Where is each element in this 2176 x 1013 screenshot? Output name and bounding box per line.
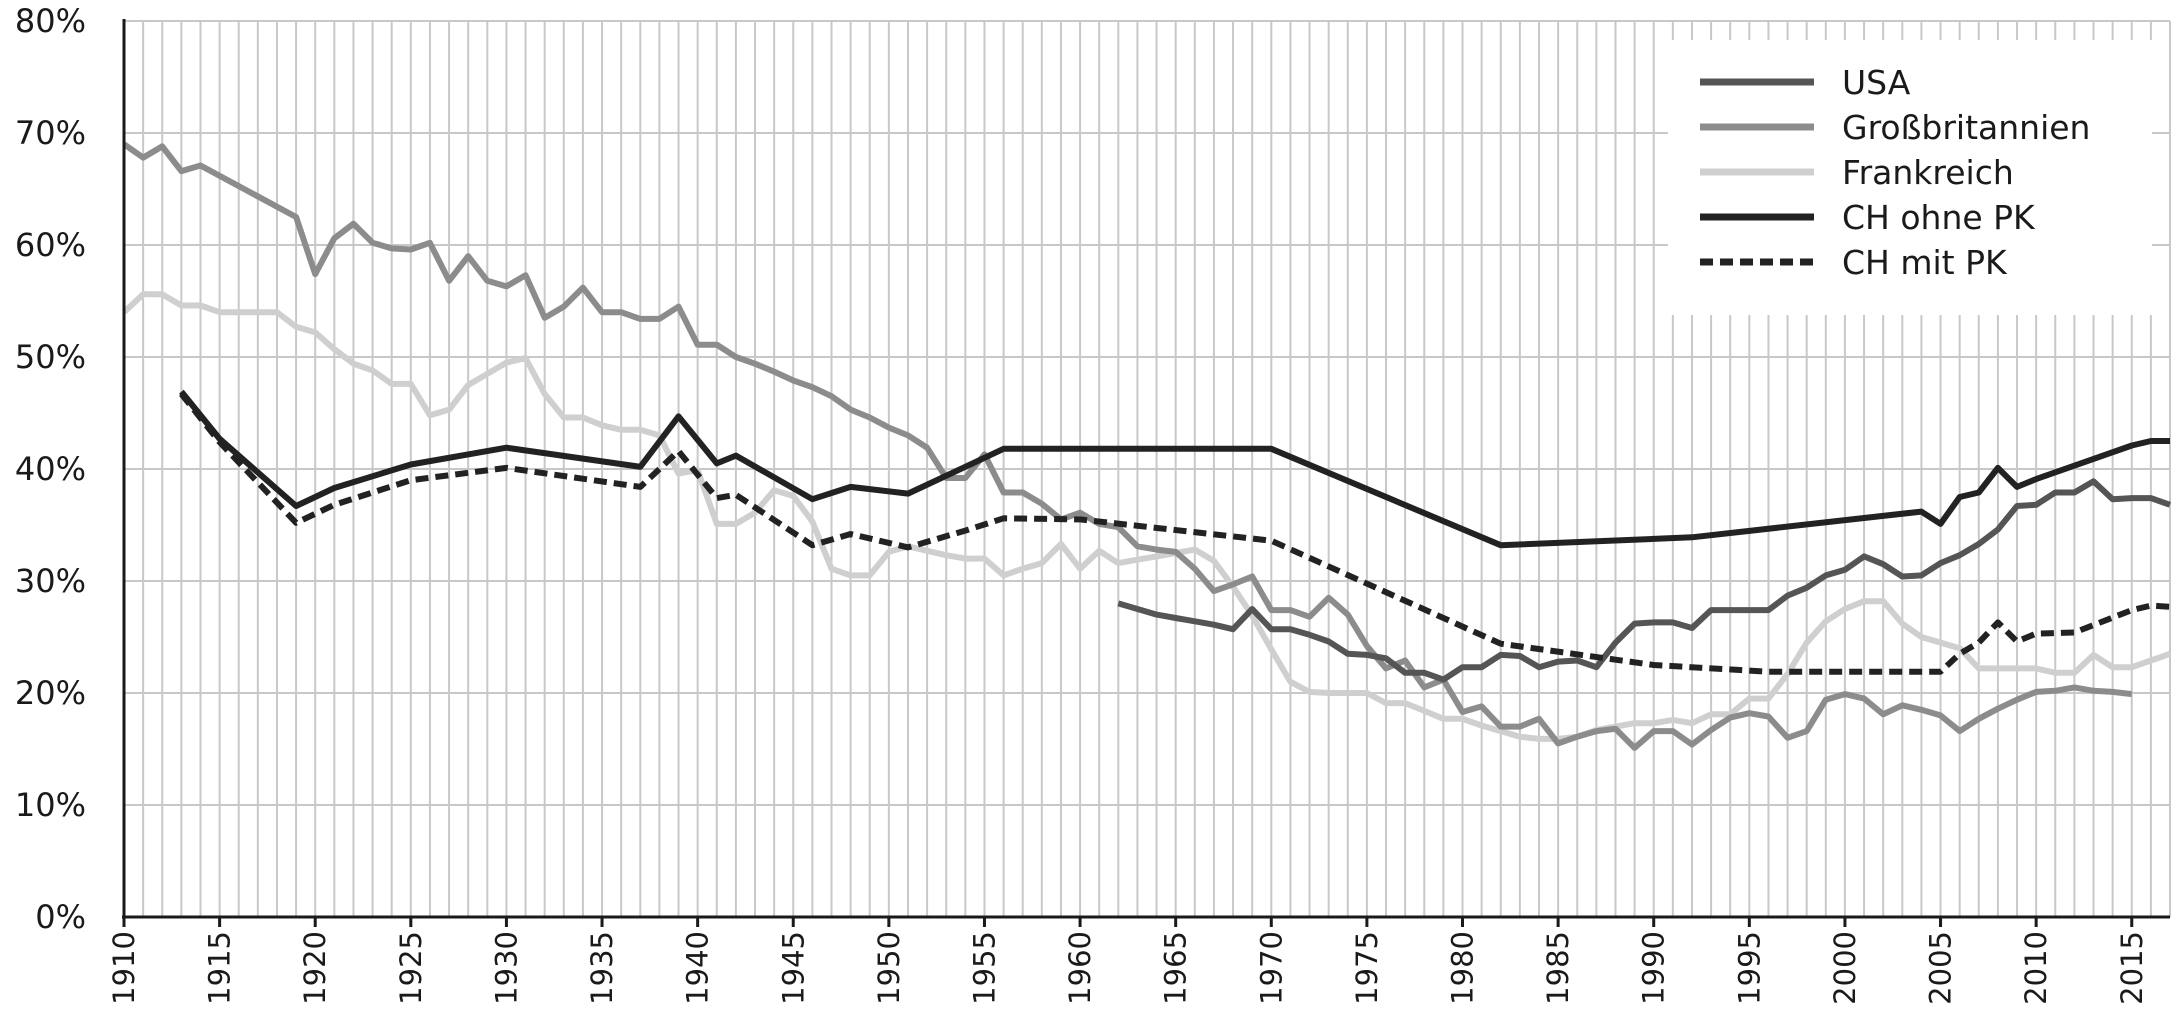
y-tick-label: 0%: [35, 898, 86, 936]
series-line-gro-britannien: [122, 141, 2133, 751]
legend-label: Frankreich: [1842, 153, 2014, 192]
x-tick-label: 1975: [1350, 931, 1384, 1005]
series-line-usa: [1117, 478, 2171, 683]
x-tick-label: 1935: [585, 931, 619, 1005]
x-tick-label: 1980: [1446, 931, 1480, 1005]
x-tick-label: 1955: [967, 931, 1001, 1005]
legend-label: CH mit PK: [1842, 243, 2008, 282]
series-layer: [121, 141, 2171, 751]
legend-box: [1668, 40, 2152, 315]
x-tick-label: 1910: [107, 931, 141, 1005]
x-tick-label: 2015: [2115, 931, 2149, 1005]
legend-label: CH ohne PK: [1842, 198, 2036, 237]
y-tick-label: 20%: [15, 674, 86, 712]
x-tick-label: 1915: [203, 931, 237, 1005]
x-tick-label: 1930: [489, 931, 523, 1005]
legend: USA Großbritannien Frankreich CH ohne PK CH …: [1668, 40, 2152, 315]
x-tick-label: 1940: [681, 931, 715, 1005]
y-tick-label: 60%: [15, 226, 86, 264]
x-tick-label: 2010: [2019, 931, 2053, 1005]
x-tick-label: 1965: [1159, 931, 1193, 1005]
x-tick-label: 1950: [872, 931, 906, 1005]
x-tick-label: 1970: [1254, 931, 1288, 1005]
y-tick-label: 70%: [15, 114, 86, 152]
x-tick-label: 1960: [1063, 931, 1097, 1005]
x-tick-label: 1990: [1637, 931, 1671, 1005]
legend-label: USA: [1842, 63, 1911, 102]
x-tick-label: 1925: [394, 931, 428, 1005]
x-tick-label: 2000: [1828, 931, 1862, 1005]
x-axis-tick-labels: 1910 1915 1920 1925 1930 1935 1940 1945 1950 1955…: [107, 931, 2149, 1005]
y-tick-label: 80%: [15, 2, 86, 40]
x-tick-label: 1920: [298, 931, 332, 1005]
y-tick-label: 40%: [15, 450, 86, 488]
y-tick-label: 50%: [15, 338, 86, 376]
series-line-frankreich: [121, 291, 2171, 742]
x-tick-label: 1995: [1732, 931, 1766, 1005]
y-tick-label: 10%: [15, 786, 86, 824]
legend-label: Großbritannien: [1842, 108, 2090, 147]
series-line-ch-mit-pk: [179, 392, 2171, 675]
x-tick-label: 2005: [1924, 931, 1958, 1005]
series-line-ch-ohne-pk: [179, 389, 2170, 549]
axes: [122, 19, 2170, 927]
y-tick-label: 30%: [15, 562, 86, 600]
x-tick-label: 1985: [1541, 931, 1575, 1005]
y-axis-tick-labels: 0% 10% 20% 30% 40% 50% 60% 70% 80%: [15, 2, 86, 936]
x-tick-label: 1945: [776, 931, 810, 1005]
